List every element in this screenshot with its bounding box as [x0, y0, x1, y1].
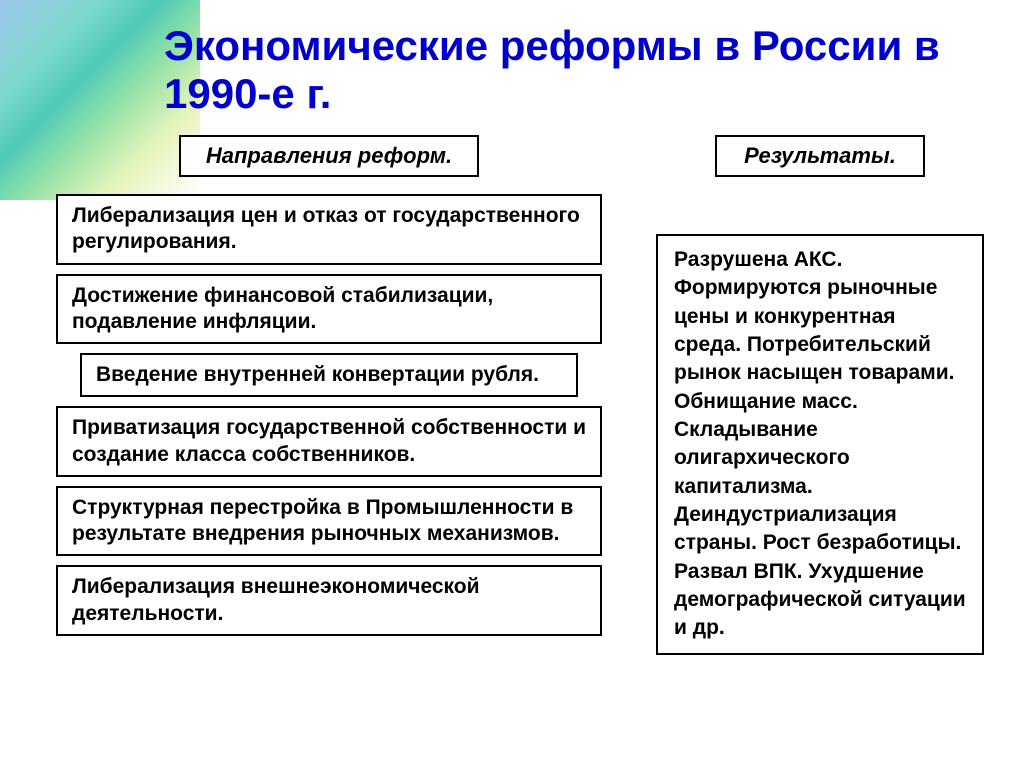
direction-item: Введение внутренней конвертации рубля. [80, 353, 578, 397]
results-header: Результаты. [715, 135, 925, 177]
directions-column: Направления реформ. Либерализация цен и … [56, 135, 602, 636]
results-body: Разрушена АКС. Формируются рыночные цены… [656, 234, 984, 655]
direction-item: Достижение финансовой стабилизации, пода… [56, 274, 602, 345]
direction-item: Структурная перестройка в Промышленности… [56, 486, 602, 557]
results-column: Результаты. Разрушена АКС. Формируются р… [656, 135, 984, 655]
direction-item: Либерализация цен и отказ от государстве… [56, 194, 602, 265]
slide-title: Экономические реформы в России в 1990-е … [164, 22, 1024, 119]
direction-item: Приватизация государственной собственнос… [56, 406, 602, 477]
direction-item: Либерализация внешнеэкономической деятел… [56, 565, 602, 636]
directions-header: Направления реформ. [179, 135, 479, 177]
